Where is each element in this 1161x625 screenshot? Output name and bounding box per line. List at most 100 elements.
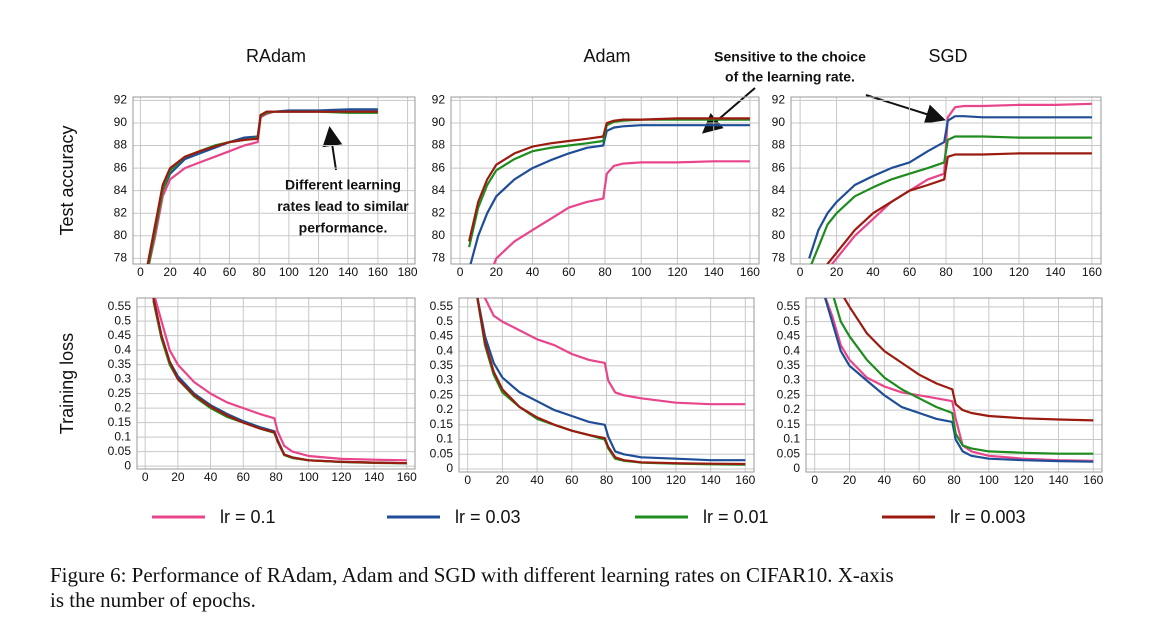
y-tick-label: 0.55 xyxy=(108,299,132,313)
series-line xyxy=(476,298,746,462)
y-tick-label: 84 xyxy=(114,183,128,197)
y-tick-label: 0 xyxy=(446,461,453,475)
plot-area xyxy=(823,298,1094,463)
x-tick-label: 100 xyxy=(299,470,319,484)
x-tick-label: 100 xyxy=(979,473,999,487)
y-tick-label: 0.35 xyxy=(108,357,132,371)
y-tick-label: 0.55 xyxy=(777,299,801,313)
y-tick-label: 84 xyxy=(432,183,446,197)
y-tick-label: 78 xyxy=(772,251,786,265)
plot-frame xyxy=(790,96,1102,265)
x-tick-label: 40 xyxy=(526,265,540,279)
y-tick-label: 0.5 xyxy=(114,313,131,327)
y-tick-label: 92 xyxy=(772,93,786,107)
y-tick-label: 86 xyxy=(114,160,128,174)
x-tick-label: 100 xyxy=(631,473,651,487)
x-tick-label: 160 xyxy=(1082,265,1102,279)
annotation-arrow xyxy=(322,126,343,171)
x-tick-label: 0 xyxy=(797,265,804,279)
y-tick-label: 84 xyxy=(772,183,786,197)
y-tick-label: 0.05 xyxy=(108,444,132,458)
y-tick-label: 0.15 xyxy=(108,415,132,429)
y-tick-label: 0.45 xyxy=(108,328,132,342)
y-tick-label: 86 xyxy=(772,160,786,174)
x-tick-label: 60 xyxy=(903,265,917,279)
x-tick-label: 40 xyxy=(866,265,880,279)
y-tick-label: 0.4 xyxy=(114,342,131,356)
y-tick-label: 82 xyxy=(432,205,446,219)
x-tick-label: 160 xyxy=(735,473,755,487)
x-tick-label: 100 xyxy=(631,265,651,279)
y-tick-label: 0 xyxy=(793,461,800,475)
y-tick-label: 86 xyxy=(432,160,446,174)
legend-label: lr = 0.03 xyxy=(455,507,521,527)
y-axis-label: Test accuracy xyxy=(57,125,77,235)
y-tick-label: 90 xyxy=(432,115,446,129)
series-line xyxy=(153,298,407,462)
y-tick-label: 90 xyxy=(772,115,786,129)
plot-frame xyxy=(805,297,1103,473)
plot-frame xyxy=(458,297,755,473)
series-line xyxy=(824,298,1094,462)
y-tick-label: 80 xyxy=(114,228,128,242)
y-tick-label: 0.2 xyxy=(114,400,131,414)
x-tick-label: 0 xyxy=(137,265,144,279)
series-line xyxy=(146,110,378,264)
x-tick-label: 40 xyxy=(204,470,218,484)
x-tick-label: 60 xyxy=(912,473,926,487)
x-tick-label: 140 xyxy=(1045,265,1065,279)
series-line xyxy=(476,298,746,466)
x-tick-label: 120 xyxy=(1009,265,1029,279)
y-tick-label: 80 xyxy=(772,228,786,242)
legend-label: lr = 0.01 xyxy=(703,507,769,527)
legend-label: lr = 0.003 xyxy=(950,507,1026,527)
annotation-text: of the learning rate. xyxy=(725,69,855,85)
y-tick-label: 92 xyxy=(114,93,128,107)
x-tick-label: 80 xyxy=(598,265,612,279)
y-tick-label: 92 xyxy=(432,93,446,107)
y-tick-label: 90 xyxy=(114,115,128,129)
series-line xyxy=(152,298,407,465)
x-tick-label: 120 xyxy=(667,265,687,279)
x-tick-label: 100 xyxy=(972,265,992,279)
x-tick-label: 20 xyxy=(171,470,185,484)
series-line xyxy=(476,298,746,466)
x-tick-label: 80 xyxy=(947,473,961,487)
y-tick-label: 0.15 xyxy=(430,417,454,431)
y-tick-label: 0.4 xyxy=(436,343,453,357)
x-tick-label: 120 xyxy=(666,473,686,487)
caption-line: Figure 6: Performance of RAdam, Adam and… xyxy=(50,563,894,587)
y-tick-label: 0.25 xyxy=(108,386,132,400)
y-tick-label: 0.45 xyxy=(430,329,454,343)
caption: Figure 6: Performance of RAdam, Adam and… xyxy=(50,563,1130,613)
y-tick-label: 88 xyxy=(432,138,446,152)
chart-title: RAdam xyxy=(246,46,306,66)
y-tick-label: 0.35 xyxy=(777,358,801,372)
x-tick-label: 0 xyxy=(142,470,149,484)
x-tick-label: 40 xyxy=(878,473,892,487)
chart-title: Adam xyxy=(583,46,630,66)
x-tick-label: 160 xyxy=(1083,473,1103,487)
x-tick-label: 0 xyxy=(464,473,471,487)
caption-line: is the number of epochs. xyxy=(50,588,256,612)
series-line xyxy=(843,298,1094,422)
x-tick-label: 160 xyxy=(397,470,417,484)
x-tick-label: 80 xyxy=(600,473,614,487)
plot-area xyxy=(808,102,1092,264)
series-line xyxy=(826,152,1092,264)
x-tick-label: 20 xyxy=(843,473,857,487)
y-tick-label: 0.45 xyxy=(777,329,801,343)
legend-label: lr = 0.1 xyxy=(220,507,276,527)
x-tick-label: 40 xyxy=(530,473,544,487)
y-tick-label: 0.05 xyxy=(430,446,454,460)
y-tick-label: 78 xyxy=(432,251,446,265)
series-line xyxy=(468,117,750,242)
x-tick-label: 140 xyxy=(704,265,724,279)
x-tick-label: 60 xyxy=(565,473,579,487)
x-tick-label: 120 xyxy=(309,265,329,279)
y-tick-label: 78 xyxy=(114,251,128,265)
x-tick-label: 0 xyxy=(457,265,464,279)
y-tick-label: 0.2 xyxy=(436,402,453,416)
x-tick-label: 140 xyxy=(1048,473,1068,487)
annotation-text: performance. xyxy=(299,220,388,236)
